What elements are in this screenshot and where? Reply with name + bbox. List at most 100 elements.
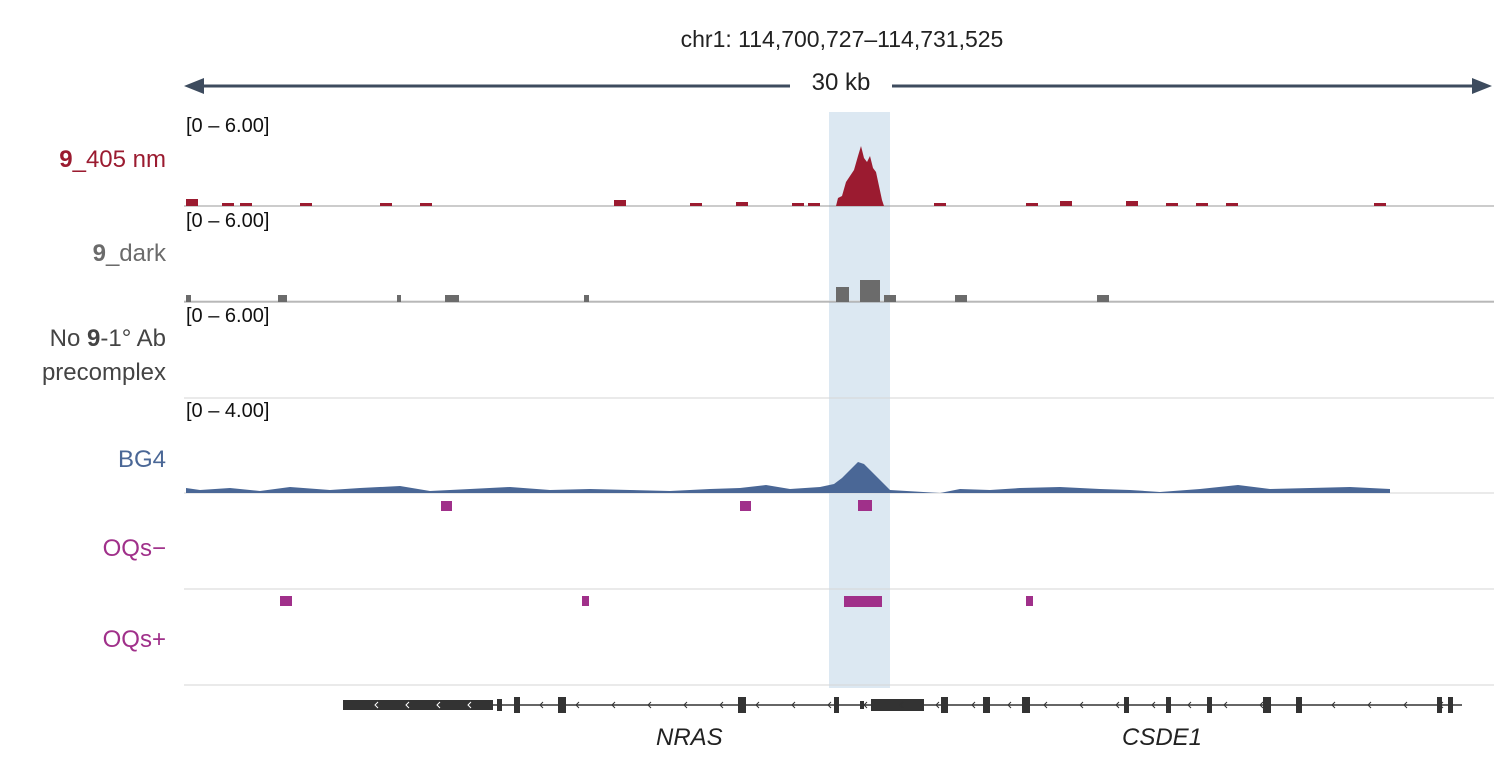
strand-chevron (755, 701, 760, 709)
range-label-noab: [0 – 6.00] (184, 305, 272, 328)
strand-chevron (1043, 701, 1048, 709)
oqs-plus-feature (1026, 596, 1033, 606)
strand-chevron (611, 701, 616, 709)
gene-exon-csde1 (1448, 697, 1453, 713)
strand-chevron (1115, 701, 1120, 709)
strand-chevron (436, 701, 441, 709)
locus-coordinates: chr1: 114,700,727–114,731,525 (680, 26, 1004, 52)
strand-chevron (1007, 701, 1012, 709)
gene-exon-nras (860, 701, 864, 709)
signal-bar-405 (934, 203, 946, 206)
signal-bar-405 (1226, 203, 1238, 206)
gene-exon-csde1 (1124, 697, 1129, 713)
gene-exon-nras (738, 697, 746, 713)
strand-chevron (971, 701, 976, 709)
range-label-bg4: [0 – 4.00] (184, 400, 272, 423)
signal-bar-405 (1060, 201, 1072, 206)
strand-chevron (374, 701, 379, 709)
strand-chevron (1439, 701, 1444, 709)
signal-bar-dark (584, 295, 589, 302)
peak-405 (836, 146, 884, 206)
gene-exon-csde1-utr (871, 699, 924, 711)
signal-bar-405 (808, 203, 820, 206)
gene-exon-csde1 (1296, 697, 1302, 713)
signal-bar-405 (420, 203, 432, 206)
signal-bar-dark (860, 280, 880, 302)
track-name-bg4: BG4 (117, 446, 166, 473)
signal-bar-405 (690, 203, 702, 206)
signal-bar-405 (1196, 203, 1208, 206)
strand-chevron (1079, 701, 1084, 709)
oqs-plus-feature (280, 596, 292, 606)
gene-exon-csde1 (1166, 697, 1171, 713)
signal-bar-405 (300, 203, 312, 206)
track-name-405: 9_405 nm (59, 146, 166, 173)
signal-bar-dark (955, 295, 967, 302)
scale-label: 30 kb (790, 69, 892, 97)
signal-bar-405 (792, 203, 804, 206)
arrow-left-icon (184, 78, 204, 94)
strand-chevron (1403, 701, 1408, 709)
oqs-minus-feature (441, 501, 452, 511)
strand-chevron (1367, 701, 1372, 709)
strand-chevron (1223, 701, 1228, 709)
strand-chevron (683, 701, 688, 709)
strand-chevron (405, 701, 410, 709)
gene-exon-nras (497, 699, 502, 711)
track-name-dark: 9_dark (92, 240, 166, 267)
signal-bar-405 (240, 203, 252, 206)
signal-bar-dark (884, 295, 896, 302)
range-label-dark: [0 – 6.00] (184, 210, 272, 233)
gene-exon-nras (514, 697, 520, 713)
signal-bar-405 (1026, 203, 1038, 206)
oqs-plus-feature (582, 596, 589, 606)
gene-exon-csde1 (1263, 697, 1271, 713)
signal-bar-405 (222, 203, 234, 206)
signal-bar-405 (614, 200, 626, 206)
signal-bar-405 (1374, 203, 1386, 206)
oqs-minus-feature (740, 501, 751, 511)
signal-bar-405 (186, 199, 198, 206)
strand-chevron (575, 701, 580, 709)
signal-bar-dark (1097, 295, 1109, 302)
signal-bar-dark (186, 295, 191, 302)
signal-area-bg4 (186, 462, 1390, 493)
signal-bar-405 (1126, 201, 1138, 206)
gene-exon-csde1 (1022, 697, 1030, 713)
track-name-oqs-minus: OQs− (102, 535, 166, 562)
oqs-minus-feature (858, 500, 872, 511)
strand-chevron (1331, 701, 1336, 709)
track-name-oqs-plus: OQs+ (102, 626, 166, 653)
gene-exon-csde1 (1207, 697, 1212, 713)
strand-chevron (827, 701, 832, 709)
strand-chevron (935, 701, 940, 709)
signal-bar-dark (278, 295, 287, 302)
signal-bar-dark (836, 287, 849, 302)
gene-label-csde1: CSDE1 (1122, 724, 1203, 751)
strand-chevron (719, 701, 724, 709)
gene-exon-csde1 (983, 697, 990, 713)
gene-exon-nras-utr (343, 700, 493, 710)
gene-label-nras: NRAS (656, 724, 723, 751)
strand-chevron (1295, 701, 1300, 709)
oqs-plus-feature (844, 596, 882, 607)
range-label-405: [0 – 6.00] (184, 115, 272, 138)
signal-bar-405 (380, 203, 392, 206)
strand-chevron (647, 701, 652, 709)
strand-chevron (791, 701, 796, 709)
strand-chevron (1151, 701, 1156, 709)
gene-exon-nras (834, 697, 839, 713)
signal-bar-dark (397, 295, 401, 302)
gene-exon-nras (558, 697, 566, 713)
signal-bar-dark (445, 295, 459, 302)
strand-chevron (1259, 701, 1264, 709)
signal-bar-405 (736, 202, 748, 206)
strand-chevron (899, 701, 904, 709)
signal-bar-405 (1166, 203, 1178, 206)
arrow-right-icon (1472, 78, 1492, 94)
gene-exon-csde1 (941, 697, 948, 713)
track-name-noab-line2: precomplex (41, 359, 166, 386)
strand-chevron (1187, 701, 1192, 709)
